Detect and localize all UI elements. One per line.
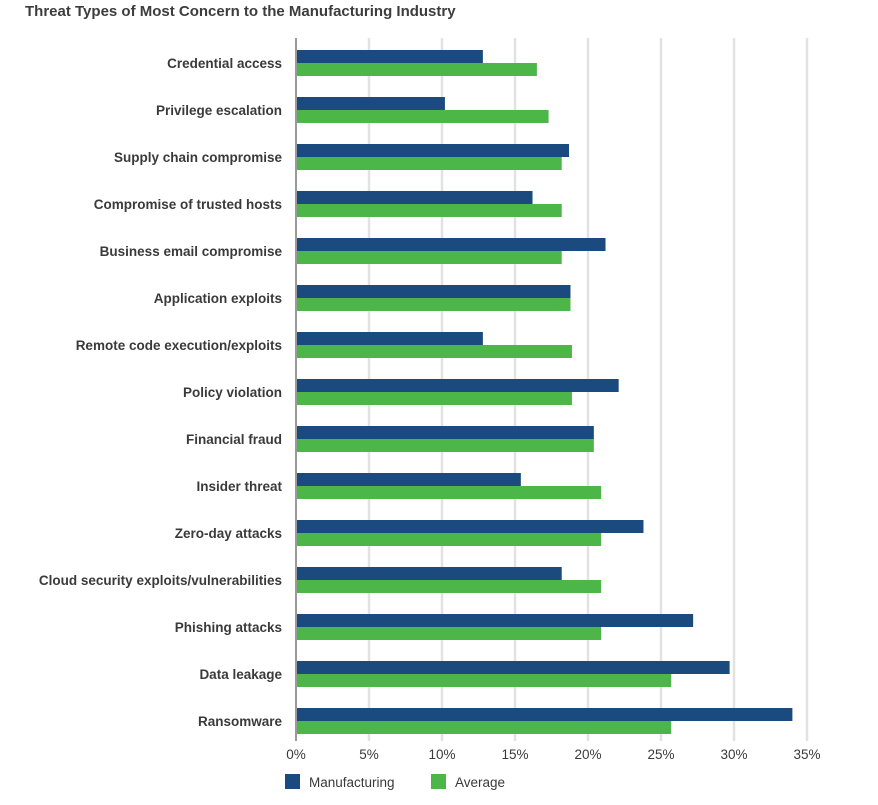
bar-manufacturing [296,520,644,533]
bar-average [296,439,594,452]
category-label: Data leakage [199,667,282,682]
category-label: Ransomware [198,714,283,729]
legend: Manufacturing Average [285,774,505,790]
bar-average [296,486,602,499]
category-label: Financial fraud [186,432,282,447]
bar-average [296,721,672,734]
x-tick-label: 35% [793,747,820,762]
bars [296,50,793,734]
bar-average [296,251,562,264]
bar-manufacturing [296,708,793,721]
bar-average [296,204,562,217]
bar-average [296,63,537,76]
x-tick-label: 5% [359,747,379,762]
category-label: Privilege escalation [156,103,282,118]
legend-label-manufacturing: Manufacturing [309,775,395,790]
category-label: Business email compromise [100,244,283,259]
bar-average [296,533,602,546]
bar-average [296,392,572,405]
category-labels: Credential access Privilege escalation Sup… [39,56,283,729]
x-tick-label: 10% [428,747,455,762]
category-label: Application exploits [154,291,282,306]
bar-average [296,674,672,687]
category-label: Policy violation [183,385,282,400]
bar-manufacturing [296,614,694,627]
category-label: Insider threat [196,479,282,494]
bar-manufacturing [296,144,570,157]
bar-average [296,298,571,311]
category-label: Zero-day attacks [175,526,282,541]
bar-manufacturing [296,426,594,439]
legend-label-average: Average [455,775,505,790]
category-label: Compromise of trusted hosts [94,197,282,212]
bar-manufacturing [296,285,571,298]
bar-manufacturing [296,50,483,63]
bar-average [296,110,549,123]
x-tick-label: 25% [647,747,674,762]
category-label: Phishing attacks [175,620,282,635]
bar-manufacturing [296,661,730,674]
bar-average [296,157,562,170]
bar-manufacturing [296,191,533,204]
bar-manufacturing [296,473,521,486]
legend-swatch-average [431,774,446,789]
bar-manufacturing [296,97,445,110]
x-tick-label: 15% [501,747,528,762]
x-tick-label: 0% [286,747,306,762]
bar-average [296,580,602,593]
legend-swatch-manufacturing [285,774,300,789]
chart-title: Threat Types of Most Concern to the Manu… [25,3,456,20]
category-label: Cloud security exploits/vulnerabilities [39,573,282,588]
bar-manufacturing [296,332,483,345]
bar-manufacturing [296,238,606,251]
category-label: Remote code execution/exploits [76,338,282,353]
bar-average [296,345,572,358]
category-label: Credential access [167,56,282,71]
bar-manufacturing [296,379,619,392]
x-tick-label: 20% [574,747,601,762]
bar-average [296,627,602,640]
x-tick-label: 30% [720,747,747,762]
category-label: Supply chain compromise [114,150,283,165]
bar-manufacturing [296,567,562,580]
x-tick-labels: 0% 5% 10% 15% 20% 25% 30% 35% [286,747,820,762]
